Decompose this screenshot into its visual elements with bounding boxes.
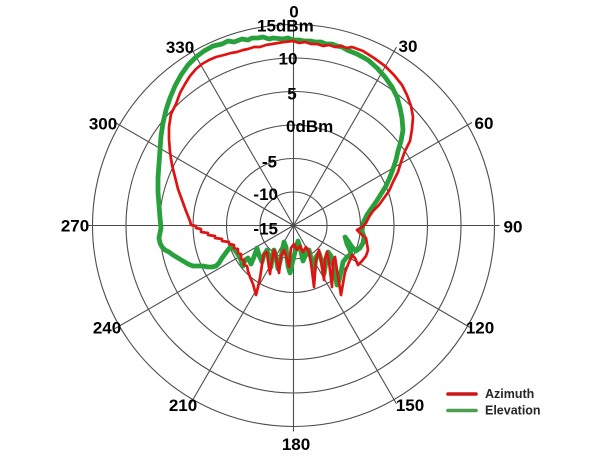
svg-text:300: 300	[89, 114, 117, 133]
svg-text:10: 10	[279, 49, 298, 68]
svg-text:150: 150	[396, 396, 424, 415]
svg-text:240: 240	[93, 318, 121, 337]
svg-text:330: 330	[166, 38, 194, 57]
svg-text:60: 60	[475, 114, 494, 133]
svg-text:Azimuth: Azimuth	[485, 387, 534, 401]
svg-text:0: 0	[289, 2, 298, 21]
svg-text:270: 270	[61, 216, 89, 235]
svg-text:0dBm: 0dBm	[286, 117, 333, 136]
svg-text:Elevation: Elevation	[485, 403, 541, 417]
svg-text:120: 120	[466, 318, 494, 337]
svg-text:-15: -15	[253, 219, 278, 238]
svg-text:90: 90	[504, 217, 523, 236]
svg-text:180: 180	[282, 435, 310, 454]
svg-text:-10: -10	[253, 185, 278, 204]
svg-text:15dBm: 15dBm	[257, 16, 314, 35]
svg-text:30: 30	[399, 37, 418, 56]
svg-text:-5: -5	[262, 152, 277, 171]
svg-text:210: 210	[169, 396, 197, 415]
svg-text:5: 5	[287, 84, 296, 103]
